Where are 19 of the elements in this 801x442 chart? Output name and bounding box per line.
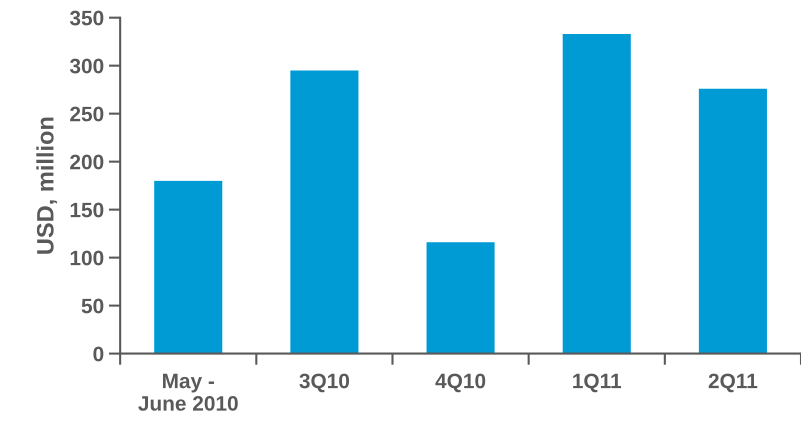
x-tick-label: 3Q10 <box>299 374 350 392</box>
y-tick-label: 300 <box>70 58 104 74</box>
x-tick-label: 2Q11 <box>708 374 758 392</box>
bar <box>290 70 358 354</box>
y-tick-label: 100 <box>70 250 104 266</box>
bar <box>426 242 495 354</box>
x-tick-label: 4Q10 <box>435 374 486 392</box>
bar <box>154 180 222 354</box>
x-tick-label: 1Q11 <box>573 374 622 392</box>
y-tick-label: 200 <box>70 154 104 170</box>
y-tick-label: 250 <box>70 106 104 122</box>
y-tick-label: 150 <box>70 202 104 218</box>
x-tick-label: May - June 2010 <box>138 374 238 411</box>
y-axis-title: USD, million <box>36 118 58 254</box>
y-tick-label: 350 <box>70 10 104 26</box>
y-tick-label: 0 <box>93 346 104 362</box>
y-tick-label: 50 <box>82 298 104 314</box>
bar <box>562 34 631 354</box>
bar <box>698 88 767 354</box>
